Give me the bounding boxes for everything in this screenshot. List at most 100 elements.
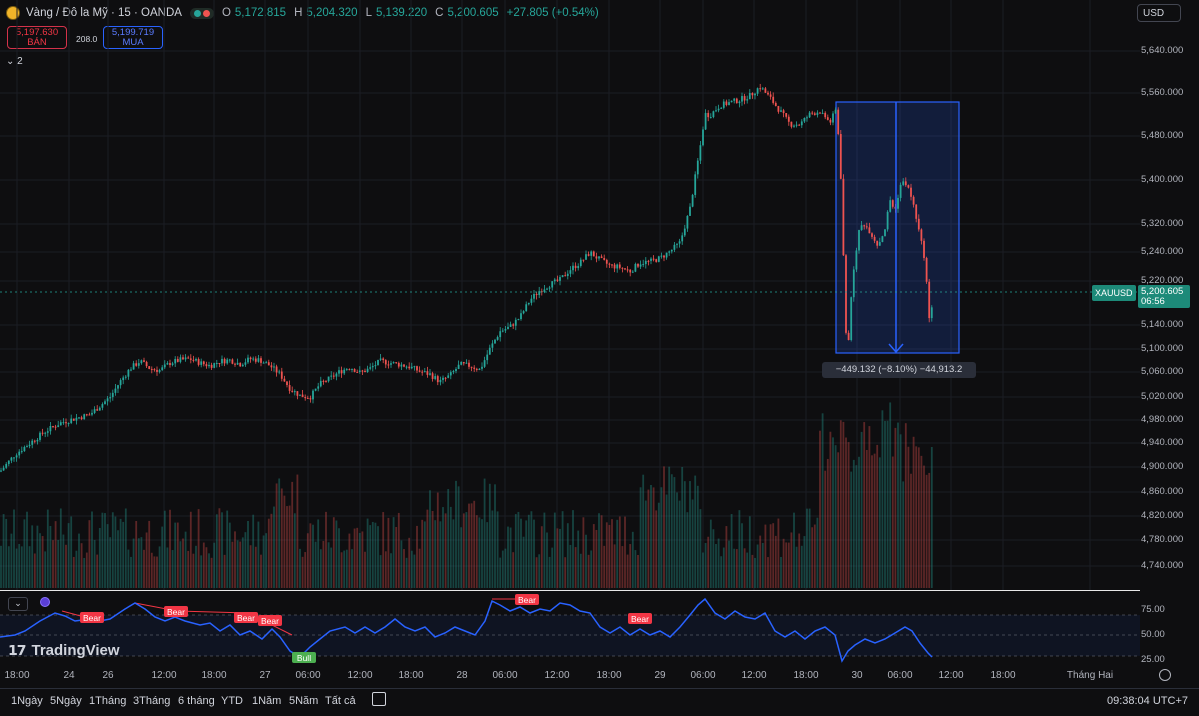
volume-bar xyxy=(169,509,171,588)
price-chart[interactable] xyxy=(0,0,1140,590)
candle-body xyxy=(613,264,616,269)
range-button[interactable]: YTD xyxy=(221,695,243,707)
candle-body xyxy=(88,414,91,416)
buy-button[interactable]: 5,199.719 MUA xyxy=(103,26,163,49)
volume-bar xyxy=(423,521,426,588)
candle-body xyxy=(598,256,600,259)
market-status-pill[interactable] xyxy=(189,7,214,19)
candle-body xyxy=(291,390,294,392)
candle-body xyxy=(650,258,652,261)
candle-body xyxy=(543,289,546,292)
candle-body xyxy=(184,357,187,360)
rsi-collapse-button[interactable]: ⌄ xyxy=(8,597,28,611)
bear-divergence-label: Bear xyxy=(258,615,282,626)
candle-body xyxy=(925,257,928,282)
volume-bar xyxy=(598,513,600,588)
candle-body xyxy=(371,366,374,368)
candle-body xyxy=(928,281,931,319)
ohlc-change: +27.805 (+0.54%) xyxy=(506,7,599,19)
volume-bar xyxy=(319,549,322,588)
candle-body xyxy=(345,369,348,371)
candle-body xyxy=(608,263,611,265)
price-axis-label: 5,320.000 xyxy=(1141,218,1184,229)
candle-body xyxy=(410,366,413,369)
volume-bar xyxy=(330,547,333,588)
volume-bar xyxy=(652,487,655,588)
measure-box[interactable] xyxy=(835,101,960,354)
bar-countdown: 06:56 xyxy=(1141,296,1165,307)
volume-bar xyxy=(262,535,265,588)
candle-body xyxy=(403,364,405,367)
candle-body xyxy=(416,366,418,371)
clock[interactable]: 09:38:04 UTC+7 xyxy=(1106,695,1188,707)
range-button[interactable]: 3Tháng xyxy=(133,695,171,707)
indicators-toggle-button[interactable]: ⌄ 2 xyxy=(6,56,30,70)
candle-body xyxy=(111,392,114,398)
candle-body xyxy=(275,366,278,373)
candle-body xyxy=(920,229,923,241)
candle-body xyxy=(137,363,140,366)
volume-bar xyxy=(460,527,463,588)
candle-body xyxy=(660,255,663,257)
volume-bar xyxy=(722,547,725,588)
volume-bar xyxy=(520,518,522,588)
candle-body xyxy=(127,369,130,377)
candle-body xyxy=(683,228,686,236)
tradingview-logo[interactable]: 𝟭𝟳 TradingView xyxy=(8,640,120,660)
range-button[interactable]: 1Tháng xyxy=(89,695,127,707)
candle-body xyxy=(338,370,340,374)
range-button[interactable]: 1Năm xyxy=(252,695,282,707)
volume-bar xyxy=(109,537,112,588)
time-axis[interactable]: 18:00 24 26 12:00 18:00 27 06:00 12:00 18:00 28 06… xyxy=(0,668,1199,684)
candle-body xyxy=(192,359,195,361)
gear-icon[interactable] xyxy=(1159,669,1171,681)
volume-bar xyxy=(257,521,260,588)
range-button[interactable]: Tất cả xyxy=(325,695,356,707)
volume-bar xyxy=(535,557,538,588)
candle-body xyxy=(871,233,873,237)
range-button[interactable]: 5Ngày xyxy=(50,695,82,707)
candle-body xyxy=(72,418,75,421)
range-button[interactable]: 5Năm xyxy=(289,695,319,707)
volume-bar xyxy=(501,550,504,588)
volume-bar xyxy=(556,528,559,588)
candle-body xyxy=(876,240,879,246)
candle-body xyxy=(910,187,912,197)
symbol-title[interactable]: Vàng / Đô la Mỹ · 15 · OANDA xyxy=(26,7,182,19)
sell-button[interactable]: 5,197.630 BÁN xyxy=(7,26,67,49)
range-button[interactable]: 1Ngày xyxy=(11,695,43,707)
rsi-pane[interactable]: Bear Bear Bear Bear Bull Bear Bear xyxy=(0,591,1140,668)
volume-bar xyxy=(119,518,122,588)
volume-bar xyxy=(577,530,580,588)
price-axis-label: 5,240.000 xyxy=(1141,246,1184,257)
candle-body xyxy=(798,124,801,126)
pane-separator[interactable] xyxy=(0,590,1140,591)
volume-bar xyxy=(639,487,642,588)
range-button[interactable]: 6 tháng xyxy=(178,695,215,707)
volume-bar xyxy=(400,540,403,588)
label-background xyxy=(80,612,104,623)
volume-bar xyxy=(741,523,743,588)
volume-bar xyxy=(278,478,281,588)
candle-body xyxy=(735,98,738,104)
date-range-button[interactable] xyxy=(372,692,386,706)
candle-body xyxy=(67,423,70,425)
volume-bar xyxy=(187,550,190,588)
candle-body xyxy=(499,331,502,338)
candle-body xyxy=(335,373,338,377)
volume-bar xyxy=(834,445,837,588)
volume-bar xyxy=(197,509,200,588)
sell-price: 5,197.630 xyxy=(15,27,59,38)
volume-bar xyxy=(920,455,923,588)
label-text: Bear xyxy=(83,613,101,623)
candle-body xyxy=(559,277,561,281)
currency-select[interactable]: USD xyxy=(1137,4,1181,22)
candle-body xyxy=(507,326,509,330)
rsi-band xyxy=(0,615,1140,656)
rsi-indicator-icon[interactable] xyxy=(40,597,50,607)
volume-bar xyxy=(707,536,710,588)
volume-bars xyxy=(0,402,933,588)
volume-bar xyxy=(96,554,99,588)
candle-body xyxy=(564,275,567,277)
volume-bar xyxy=(192,553,195,588)
